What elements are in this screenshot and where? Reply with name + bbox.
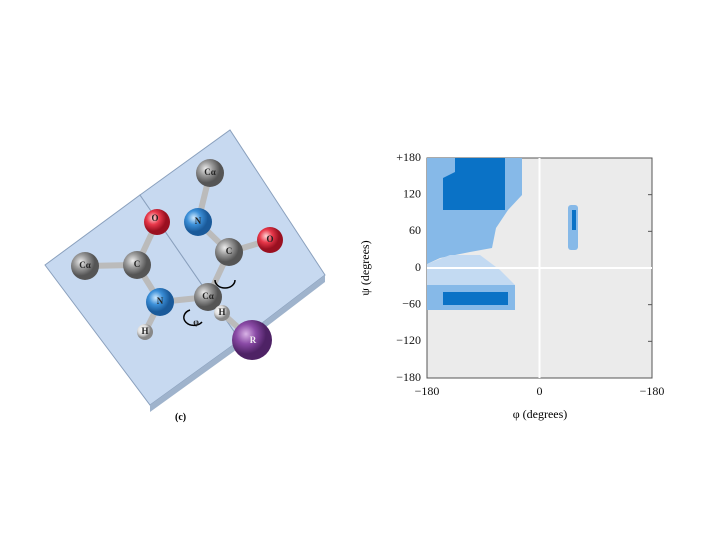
atom-label: O [151, 213, 158, 223]
y-tick-label: −120 [396, 333, 421, 347]
atom-label: H [218, 307, 225, 317]
y-tick-label: −60 [402, 296, 421, 310]
atom [194, 283, 222, 311]
x-tick-label: −180 [415, 384, 440, 398]
rotation-arrow [183, 309, 203, 327]
rotation-arrow [214, 279, 236, 289]
region [443, 292, 508, 305]
peptide-diagram: Cα N O C O C Cα N Cα H H R φ (c) [44, 129, 326, 423]
atom [184, 208, 212, 236]
atom-label: H [141, 326, 148, 336]
atom-label: Cα [204, 167, 216, 177]
atom-label: N [157, 296, 164, 306]
atom [196, 159, 224, 187]
x-tick-label: 0 [537, 384, 543, 398]
atom-label: Cα [202, 291, 214, 301]
atom-label: C [134, 259, 141, 269]
y-tick-label: 0 [415, 260, 421, 274]
caption: (c) [175, 412, 186, 423]
region [427, 255, 515, 285]
region [572, 210, 576, 230]
atom-label: R [250, 335, 257, 345]
atom [146, 288, 174, 316]
atom-label: N [195, 216, 202, 226]
atom [137, 324, 153, 340]
plane-edge [150, 340, 240, 412]
atom-label: C [226, 246, 233, 256]
x-axis-label: φ (degrees) [513, 407, 568, 421]
atom [214, 305, 230, 321]
x-tick-label: −180 [640, 384, 665, 398]
ramachandran-plot: φ (degrees) ψ (degrees) +180 120 60 0 −60 −12… [358, 150, 665, 421]
y-tick-label: 60 [409, 223, 421, 237]
region [443, 158, 505, 210]
y-axis-label: ψ (degrees) [358, 240, 372, 295]
y-tick-label: −180 [396, 370, 421, 384]
y-tick-label: 120 [403, 186, 421, 200]
y-tick-label: +180 [396, 150, 421, 164]
atom-label: Cα [79, 260, 91, 270]
atom [215, 238, 243, 266]
angle-label: φ [193, 317, 199, 327]
atom [71, 252, 99, 280]
atom-label: O [266, 234, 273, 244]
atom [123, 251, 151, 279]
atom [144, 209, 170, 235]
atom [232, 320, 272, 360]
atom [257, 227, 283, 253]
